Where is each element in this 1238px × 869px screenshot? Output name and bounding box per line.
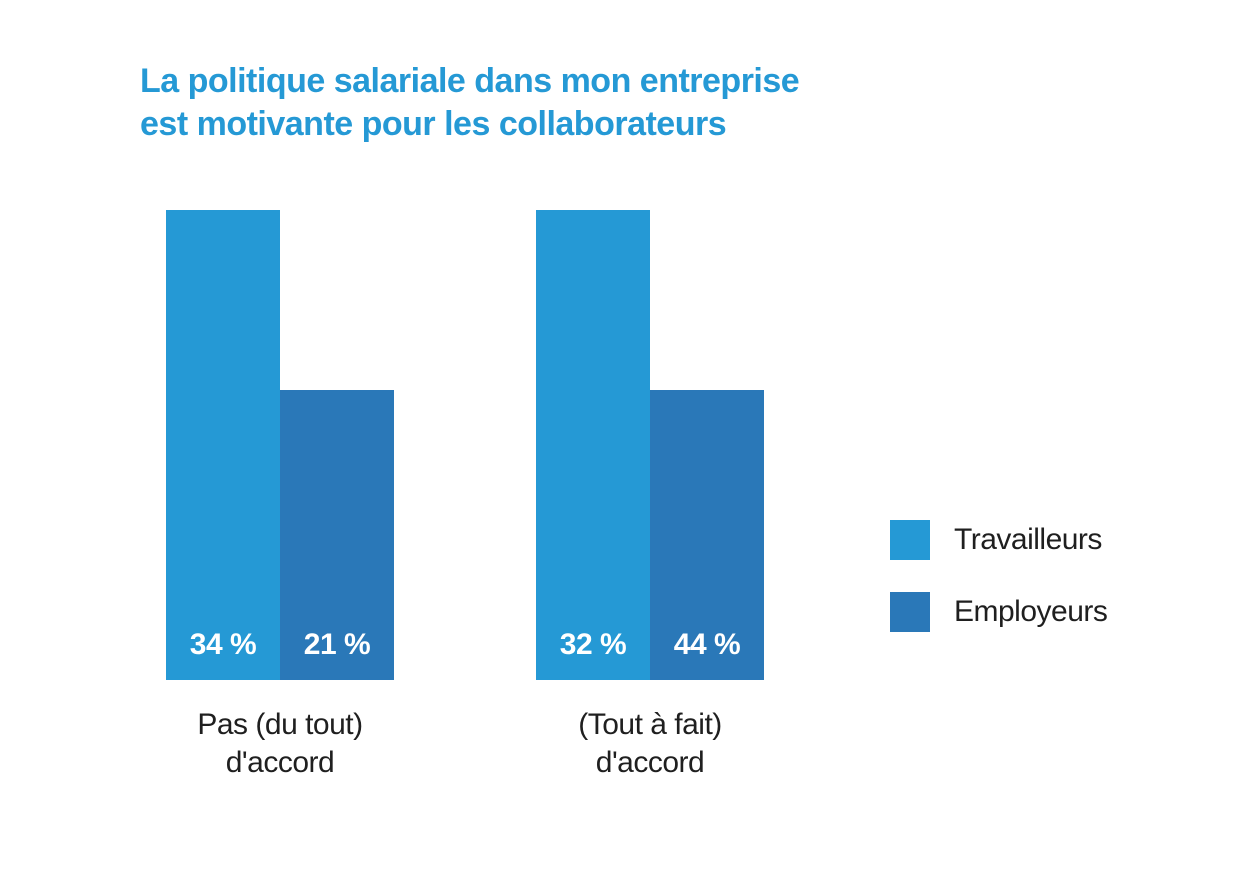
category-label-line2: d'accord xyxy=(197,744,362,782)
bar-0-travailleurs: 34 % xyxy=(166,210,280,680)
bar-value-label: 34 % xyxy=(166,628,280,662)
legend-item-employeurs: Employeurs xyxy=(890,592,1107,632)
chart-title-line2: est motivante pour les collaborateurs xyxy=(140,103,799,146)
bar-group-1: 32 % 44 % (Tout à fait) d'accord xyxy=(510,210,790,680)
category-label-line1: Pas (du tout) xyxy=(197,706,362,744)
bar-pair-0: 34 % 21 % xyxy=(166,210,394,680)
bar-value-label: 44 % xyxy=(650,628,764,662)
chart-legend: Travailleurs Employeurs xyxy=(890,520,1107,632)
category-label-line2: d'accord xyxy=(578,744,722,782)
bar-value-label: 32 % xyxy=(536,628,650,662)
legend-swatch-employeurs xyxy=(890,592,930,632)
bar-group-0: 34 % 21 % Pas (du tout) d'accord xyxy=(140,210,420,680)
bar-1-employeurs: 44 % xyxy=(650,390,764,680)
legend-label: Travailleurs xyxy=(954,523,1102,557)
bar-pair-1: 32 % 44 % xyxy=(536,210,764,680)
chart-title: La politique salariale dans mon entrepri… xyxy=(140,60,799,145)
category-label-1: (Tout à fait) d'accord xyxy=(578,706,722,781)
legend-label: Employeurs xyxy=(954,595,1107,629)
bar-1-travailleurs: 32 % xyxy=(536,210,650,680)
category-label-line1: (Tout à fait) xyxy=(578,706,722,744)
bar-value-label: 21 % xyxy=(280,628,394,662)
category-label-0: Pas (du tout) d'accord xyxy=(197,706,362,781)
bar-0-employeurs: 21 % xyxy=(280,390,394,680)
legend-swatch-travailleurs xyxy=(890,520,930,560)
legend-item-travailleurs: Travailleurs xyxy=(890,520,1107,560)
chart-plot-area: 34 % 21 % Pas (du tout) d'accord 32 % 44… xyxy=(140,210,840,680)
chart-title-line1: La politique salariale dans mon entrepri… xyxy=(140,60,799,103)
